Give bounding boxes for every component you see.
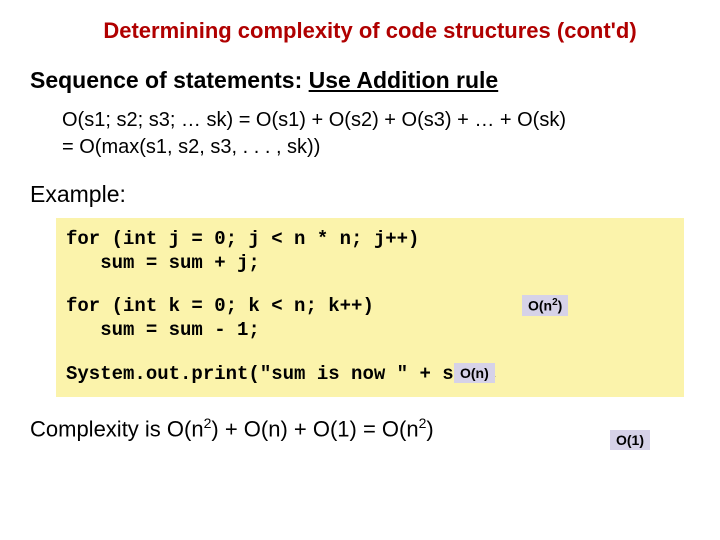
tag-text: O(n [528, 298, 552, 314]
section-prefix: Sequence of statements: [30, 67, 309, 93]
tag-text: ) [558, 298, 563, 314]
code-block-1: for (int j = 0; j < n * n; j++) sum = su… [66, 228, 674, 276]
complexity-tag-3: O(1) [610, 430, 650, 450]
code-line: for (int j = 0; j < n * n; j++) [66, 228, 419, 250]
code-line: sum = sum - 1; [66, 319, 260, 341]
formula-line-2: = O(max(s1, s2, s3, . . . , sk)) [62, 136, 690, 159]
conclusion-text: ) + O(n) + O(1) = O(n [211, 416, 418, 441]
conclusion-text: ) [426, 416, 433, 441]
slide-title: Determining complexity of code structure… [30, 18, 690, 44]
example-label: Example: [30, 181, 690, 208]
code-box: for (int j = 0; j < n * n; j++) sum = su… [56, 218, 684, 397]
code-line: sum = sum + j; [66, 252, 260, 274]
slide: Determining complexity of code structure… [0, 0, 720, 540]
code-line: for (int k = 0; k < n; k++) [66, 295, 374, 317]
code-block-2: for (int k = 0; k < n; k++) sum = sum - … [66, 295, 674, 343]
section-rule: Use Addition rule [309, 67, 499, 93]
formula-line-1: O(s1; s2; s3; … sk) = O(s1) + O(s2) + O(… [62, 109, 690, 132]
section-heading: Sequence of statements: Use Addition rul… [30, 66, 690, 95]
conclusion: Complexity is O(n2) + O(n) + O(1) = O(n2… [30, 415, 690, 442]
conclusion-text: Complexity is O(n [30, 416, 204, 441]
complexity-tag-1: O(n2) [522, 295, 568, 316]
complexity-tag-2: O(n) [454, 363, 495, 383]
code-line: System.out.print("sum is now " + sum); [66, 363, 499, 385]
code-block-3: System.out.print("sum is now " + sum); [66, 363, 674, 387]
